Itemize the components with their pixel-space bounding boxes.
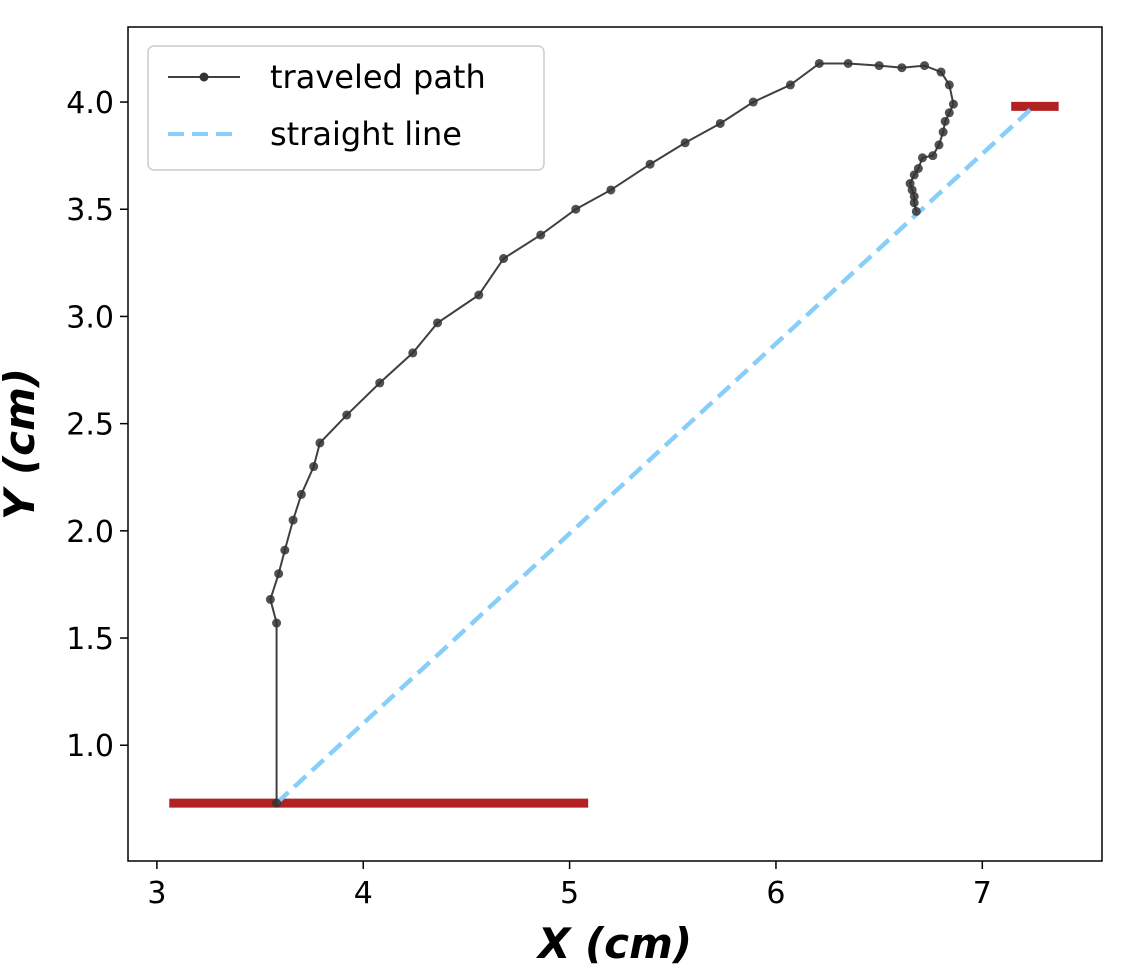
data-point-traveled-path [936, 67, 946, 77]
legend-label-straight-line: straight line [270, 115, 462, 153]
x-tick-label: 4 [354, 876, 373, 911]
data-point-traveled-path [909, 198, 919, 208]
x-tick-label: 7 [973, 876, 992, 911]
data-point-traveled-path [944, 80, 954, 90]
data-point-traveled-path [272, 618, 282, 628]
data-point-traveled-path [474, 290, 484, 300]
legend-marker-traveled-path [199, 72, 209, 82]
y-tick-label: 2.5 [66, 408, 114, 443]
data-point-traveled-path [920, 61, 930, 71]
data-point-traveled-path [909, 170, 919, 180]
target-markers [169, 101, 1059, 808]
data-point-traveled-path [948, 99, 958, 109]
y-tick-label: 2.0 [66, 515, 114, 550]
plot-frame [127, 26, 1103, 862]
data-point-traveled-path [265, 594, 275, 604]
data-point-traveled-path [843, 58, 853, 68]
data-point-traveled-path [536, 230, 546, 240]
data-point-traveled-path [938, 127, 948, 137]
series-layer [265, 58, 1036, 808]
data-point-traveled-path [296, 489, 306, 499]
legend-label-traveled-path: traveled path [270, 58, 486, 96]
y-tick-label: 4.0 [66, 86, 114, 121]
data-point-traveled-path [342, 410, 352, 420]
y-tick-label: 1.5 [66, 622, 114, 657]
data-point-traveled-path [715, 118, 725, 128]
data-point-traveled-path [315, 438, 325, 448]
data-point-traveled-path [272, 798, 282, 808]
y-axis: 1.0 1.5 2.0 2.5 3.0 3.5 4.0 [66, 86, 128, 764]
data-point-traveled-path [911, 206, 921, 216]
data-point-traveled-path [680, 138, 690, 148]
data-point-traveled-path [928, 151, 938, 161]
data-point-traveled-path [909, 191, 919, 201]
series-line-straight-line [275, 104, 1036, 805]
data-point-traveled-path [309, 462, 319, 472]
y-axis-title: Y (cm) [0, 368, 44, 520]
data-point-traveled-path [748, 97, 758, 107]
data-point-traveled-path [874, 61, 884, 71]
legend-box [147, 45, 545, 171]
data-point-traveled-path [944, 108, 954, 118]
y-tick-label: 3.5 [66, 193, 114, 228]
data-point-traveled-path [375, 378, 385, 388]
data-point-traveled-path [433, 318, 443, 328]
data-point-traveled-path [897, 63, 907, 73]
legend: traveled path straight line [147, 45, 545, 171]
data-point-traveled-path [917, 153, 927, 163]
x-axis-title: X (cm) [535, 919, 692, 968]
x-axis: 3 4 5 6 7 [147, 861, 992, 911]
x-tick-label: 5 [560, 876, 579, 911]
data-point-traveled-path [814, 58, 824, 68]
data-point-traveled-path [280, 545, 290, 555]
data-point-traveled-path [408, 348, 418, 358]
data-point-traveled-path [934, 140, 944, 150]
data-point-traveled-path [571, 204, 581, 214]
x-tick-label: 3 [147, 876, 166, 911]
data-point-traveled-path [274, 569, 284, 579]
y-tick-label: 1.0 [66, 729, 114, 764]
data-point-traveled-path [288, 515, 298, 525]
data-point-traveled-path [606, 185, 616, 195]
data-point-traveled-path [940, 116, 950, 126]
y-tick-label: 3.0 [66, 300, 114, 335]
data-point-traveled-path [645, 159, 655, 169]
data-point-traveled-path [913, 164, 923, 174]
data-point-traveled-path [785, 80, 795, 90]
data-point-traveled-path [499, 254, 509, 264]
x-tick-label: 6 [766, 876, 785, 911]
